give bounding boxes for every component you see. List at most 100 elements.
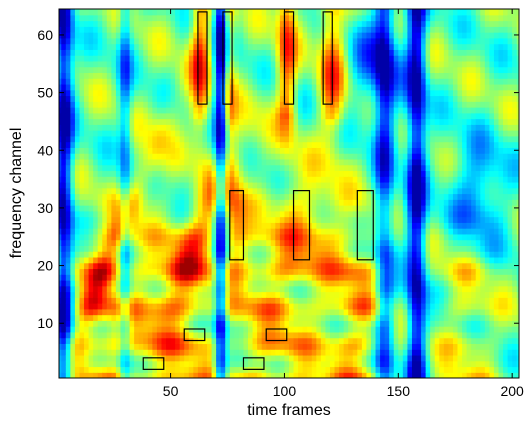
heatmap-cell [284, 135, 290, 143]
heatmap-cell [357, 349, 363, 356]
heatmap-cell [257, 297, 263, 304]
heatmap-cell [266, 124, 272, 131]
heatmap-cell [248, 14, 254, 22]
heatmap-cell [170, 141, 176, 148]
heatmap-cell [348, 72, 354, 79]
heatmap-cell [79, 245, 85, 252]
heatmap-cell [266, 55, 272, 62]
heatmap-cell [115, 43, 122, 50]
heatmap-cell [311, 187, 317, 195]
heatmap-cell [339, 210, 345, 218]
heatmap-cell [79, 101, 85, 108]
heatmap-cell [243, 112, 249, 120]
heatmap-cell [147, 9, 153, 16]
heatmap-cell [193, 210, 199, 218]
heatmap-cell [320, 181, 327, 189]
heatmap-cell [193, 279, 199, 287]
heatmap-cell [170, 233, 176, 241]
heatmap-cell [325, 314, 331, 321]
heatmap-cell [375, 20, 381, 27]
heatmap-cell [111, 72, 117, 79]
heatmap-cell [325, 239, 331, 246]
heatmap-cell [380, 20, 386, 27]
heatmap-cell [61, 187, 67, 195]
heatmap-cell [70, 135, 76, 143]
heatmap-cell [375, 308, 381, 316]
heatmap-cell [84, 268, 90, 275]
heatmap-cell [88, 32, 94, 39]
heatmap-cell [61, 49, 67, 56]
heatmap-cell [65, 66, 71, 74]
heatmap-cell [70, 130, 76, 137]
heatmap-cell [375, 279, 381, 287]
heatmap-cell [357, 297, 363, 304]
heatmap-cell [102, 118, 108, 125]
heatmap-cell [184, 366, 190, 373]
heatmap-cell [361, 274, 368, 281]
heatmap-cell [188, 205, 194, 212]
heatmap-cell [129, 320, 135, 327]
heatmap-cell [366, 118, 372, 125]
heatmap-cell [184, 170, 190, 177]
heatmap-cell [74, 343, 81, 350]
heatmap-cell [115, 199, 122, 206]
heatmap-cell [361, 233, 368, 241]
heatmap-cell [156, 83, 163, 91]
heatmap-cell [207, 205, 213, 212]
heatmap-cell [125, 337, 131, 345]
heatmap-cell [93, 78, 99, 85]
heatmap-cell [311, 101, 317, 108]
heatmap-cell [202, 199, 208, 206]
heatmap-cell [188, 83, 194, 91]
heatmap-cell [88, 49, 94, 56]
heatmap-cell [61, 239, 67, 246]
heatmap-cell [366, 199, 372, 206]
heatmap-cell [302, 268, 308, 275]
heatmap-cell [120, 181, 126, 189]
heatmap-cell [248, 233, 254, 241]
heatmap-cell [366, 72, 372, 79]
heatmap-cell [88, 60, 94, 68]
heatmap-cell [266, 251, 272, 258]
heatmap-cell [270, 153, 276, 160]
heatmap-cell [380, 32, 386, 39]
heatmap-cell [84, 314, 90, 321]
heatmap-cell [293, 153, 299, 160]
heatmap-cell [125, 297, 131, 304]
heatmap-cell [275, 199, 281, 206]
heatmap-cell [202, 32, 208, 39]
heatmap-cell [266, 72, 272, 79]
heatmap-cell [407, 303, 413, 310]
heatmap-cell [329, 193, 336, 200]
heatmap-cell [211, 199, 217, 206]
heatmap-cell [152, 72, 158, 79]
heatmap-cell [293, 297, 299, 304]
heatmap-cell [207, 147, 213, 154]
heatmap-cell [402, 360, 409, 368]
heatmap-cell [284, 89, 290, 97]
heatmap-cell [156, 222, 163, 229]
heatmap-cell [279, 216, 286, 223]
heatmap-cell [216, 72, 222, 79]
heatmap-cell [334, 354, 340, 362]
heatmap-cell [59, 66, 62, 74]
heatmap-cell [234, 43, 240, 50]
heatmap-cell [402, 147, 409, 154]
heatmap-cell [243, 291, 249, 298]
heatmap-cell [175, 279, 181, 287]
heatmap-cell [375, 256, 381, 264]
heatmap-cell [197, 135, 204, 143]
heatmap-cell [166, 130, 172, 137]
heatmap-cell [115, 193, 122, 200]
heatmap-cell [106, 83, 112, 91]
heatmap-cell [143, 89, 149, 97]
heatmap-cell [293, 32, 299, 39]
heatmap-cell [74, 320, 81, 327]
heatmap-cell [284, 308, 290, 316]
heatmap-cell [279, 55, 286, 62]
heatmap-cell [316, 181, 322, 189]
heatmap-cell [366, 245, 372, 252]
heatmap-cell [298, 55, 304, 62]
heatmap-cell [138, 256, 144, 264]
heatmap-cell [170, 285, 176, 293]
